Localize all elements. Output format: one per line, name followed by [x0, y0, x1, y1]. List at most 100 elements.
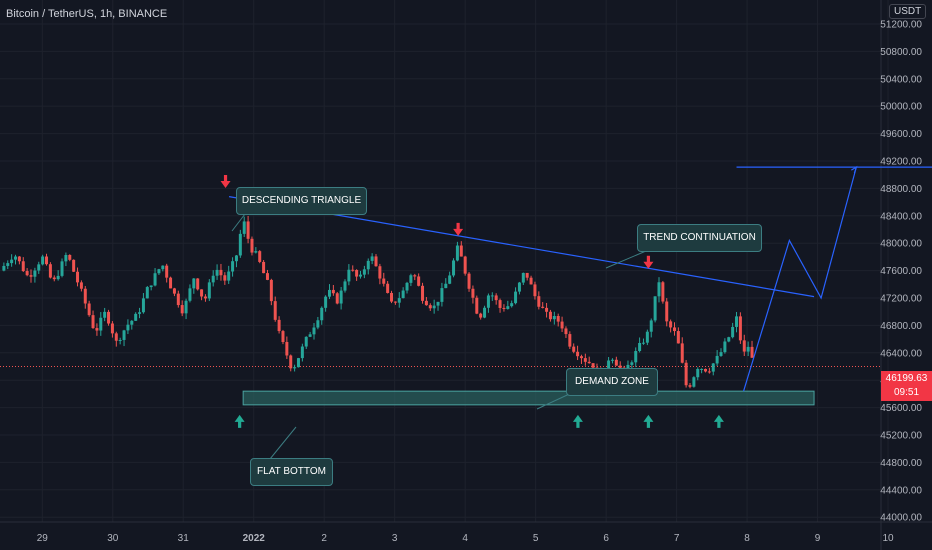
candle-body	[60, 261, 64, 276]
candle-body	[506, 306, 510, 309]
candle-body	[165, 265, 169, 278]
price-tick-label: 45200.00	[880, 431, 922, 442]
price-tick-label: 44000.00	[880, 513, 922, 524]
time-axis[interactable]: 29 30 31 2022 2 3 4 5 6 7 8 9 10	[37, 533, 894, 544]
callout-trend-continuation[interactable]: TREND CONTINUATION	[637, 224, 762, 252]
candle-body	[145, 287, 149, 299]
arrow-up-icon	[234, 414, 245, 428]
callout-descending-triangle[interactable]: DESCENDING TRIANGLE	[236, 187, 367, 215]
price-tick-label: 46400.00	[880, 348, 922, 359]
candle-body	[498, 300, 502, 308]
candle-body	[215, 269, 219, 276]
candle-body	[521, 272, 525, 283]
candle-body	[517, 282, 521, 292]
candle-body	[134, 313, 138, 321]
candle-body	[238, 233, 242, 256]
candle-body	[560, 321, 564, 329]
price-tick-label: 48800.00	[880, 184, 922, 195]
candle-body	[707, 371, 711, 373]
candle-body	[428, 305, 432, 309]
time-tick-label: 2	[321, 533, 327, 544]
candle-body	[440, 288, 444, 302]
candle-body	[95, 328, 99, 331]
candle-body	[33, 270, 37, 277]
projection-arrowhead	[851, 165, 858, 174]
candle-body	[657, 282, 661, 297]
candle-body	[362, 269, 366, 275]
bar-countdown: 09:51	[893, 387, 920, 398]
candle-body	[316, 320, 320, 328]
candle-body	[704, 368, 708, 372]
candle-body	[413, 275, 417, 277]
candle-body	[525, 272, 529, 278]
candle-body	[99, 317, 103, 331]
candle-body	[684, 362, 688, 386]
candle-body	[296, 358, 300, 368]
candle-body	[110, 323, 114, 334]
candle-body	[711, 363, 715, 372]
candle-body	[200, 289, 204, 297]
callout-connector	[605, 250, 647, 269]
candle-body	[479, 313, 483, 318]
candle-body	[452, 260, 456, 276]
candle-body	[258, 251, 262, 262]
candle-body	[378, 266, 382, 279]
candle-body	[45, 256, 49, 265]
price-tick-label: 50400.00	[880, 74, 922, 85]
candle-body	[320, 307, 324, 321]
markers	[220, 174, 724, 428]
candle-body	[545, 307, 549, 312]
candle-body	[122, 330, 126, 340]
callout-connector	[269, 426, 297, 460]
candle-body	[576, 351, 580, 357]
candle-body	[610, 359, 614, 361]
price-tick-label: 44800.00	[880, 458, 922, 469]
candle-body	[614, 359, 618, 366]
candle-body	[463, 256, 467, 274]
callout-flat-bottom[interactable]: FLAT BOTTOM	[250, 458, 333, 486]
currency-button[interactable]: USDT	[889, 4, 927, 19]
candle-body	[64, 255, 68, 262]
candle-body	[529, 277, 533, 285]
candle-body	[56, 275, 60, 280]
candle-body	[2, 265, 6, 271]
candle-body	[719, 352, 723, 356]
last-price-tag: 46199.63 09:51	[881, 371, 932, 401]
candle-body	[583, 358, 587, 362]
time-tick-label: 5	[533, 533, 539, 544]
candle-body	[587, 361, 591, 364]
candle-body	[366, 260, 370, 270]
candle-body	[300, 346, 304, 359]
candle-body	[568, 334, 572, 347]
candle-body	[630, 362, 634, 365]
candle-body	[141, 298, 145, 313]
symbol-title[interactable]: Bitcoin / TetherUS, 1h, BINANCE	[6, 8, 168, 20]
arrow-down-icon	[453, 222, 464, 236]
candle-body	[475, 297, 479, 314]
candle-body	[41, 256, 45, 265]
candle-body	[607, 360, 611, 376]
candle-body	[262, 261, 266, 274]
candle-body	[723, 341, 727, 353]
candle-body	[688, 385, 692, 387]
candle-body	[83, 288, 87, 304]
candle-body	[564, 328, 568, 335]
callout-demand-zone[interactable]: DEMAND ZONE	[566, 368, 658, 396]
candle-body	[638, 342, 642, 352]
candle-body	[421, 285, 425, 301]
candle-body	[649, 320, 653, 332]
candle-body	[556, 315, 560, 322]
candle-body	[157, 269, 161, 274]
arrow-up-icon	[713, 414, 724, 428]
arrow-up-icon	[572, 414, 583, 428]
candle-body	[661, 282, 665, 302]
time-tick-label: 9	[815, 533, 821, 544]
price-tick-label: 49200.00	[880, 156, 922, 167]
candle-body	[444, 283, 448, 289]
candle-body	[626, 364, 630, 370]
candle-body	[424, 300, 428, 306]
price-axis[interactable]: 51200.00 50800.00 50400.00 50000.00 49600.00…	[880, 19, 922, 523]
candle-body	[359, 274, 363, 277]
